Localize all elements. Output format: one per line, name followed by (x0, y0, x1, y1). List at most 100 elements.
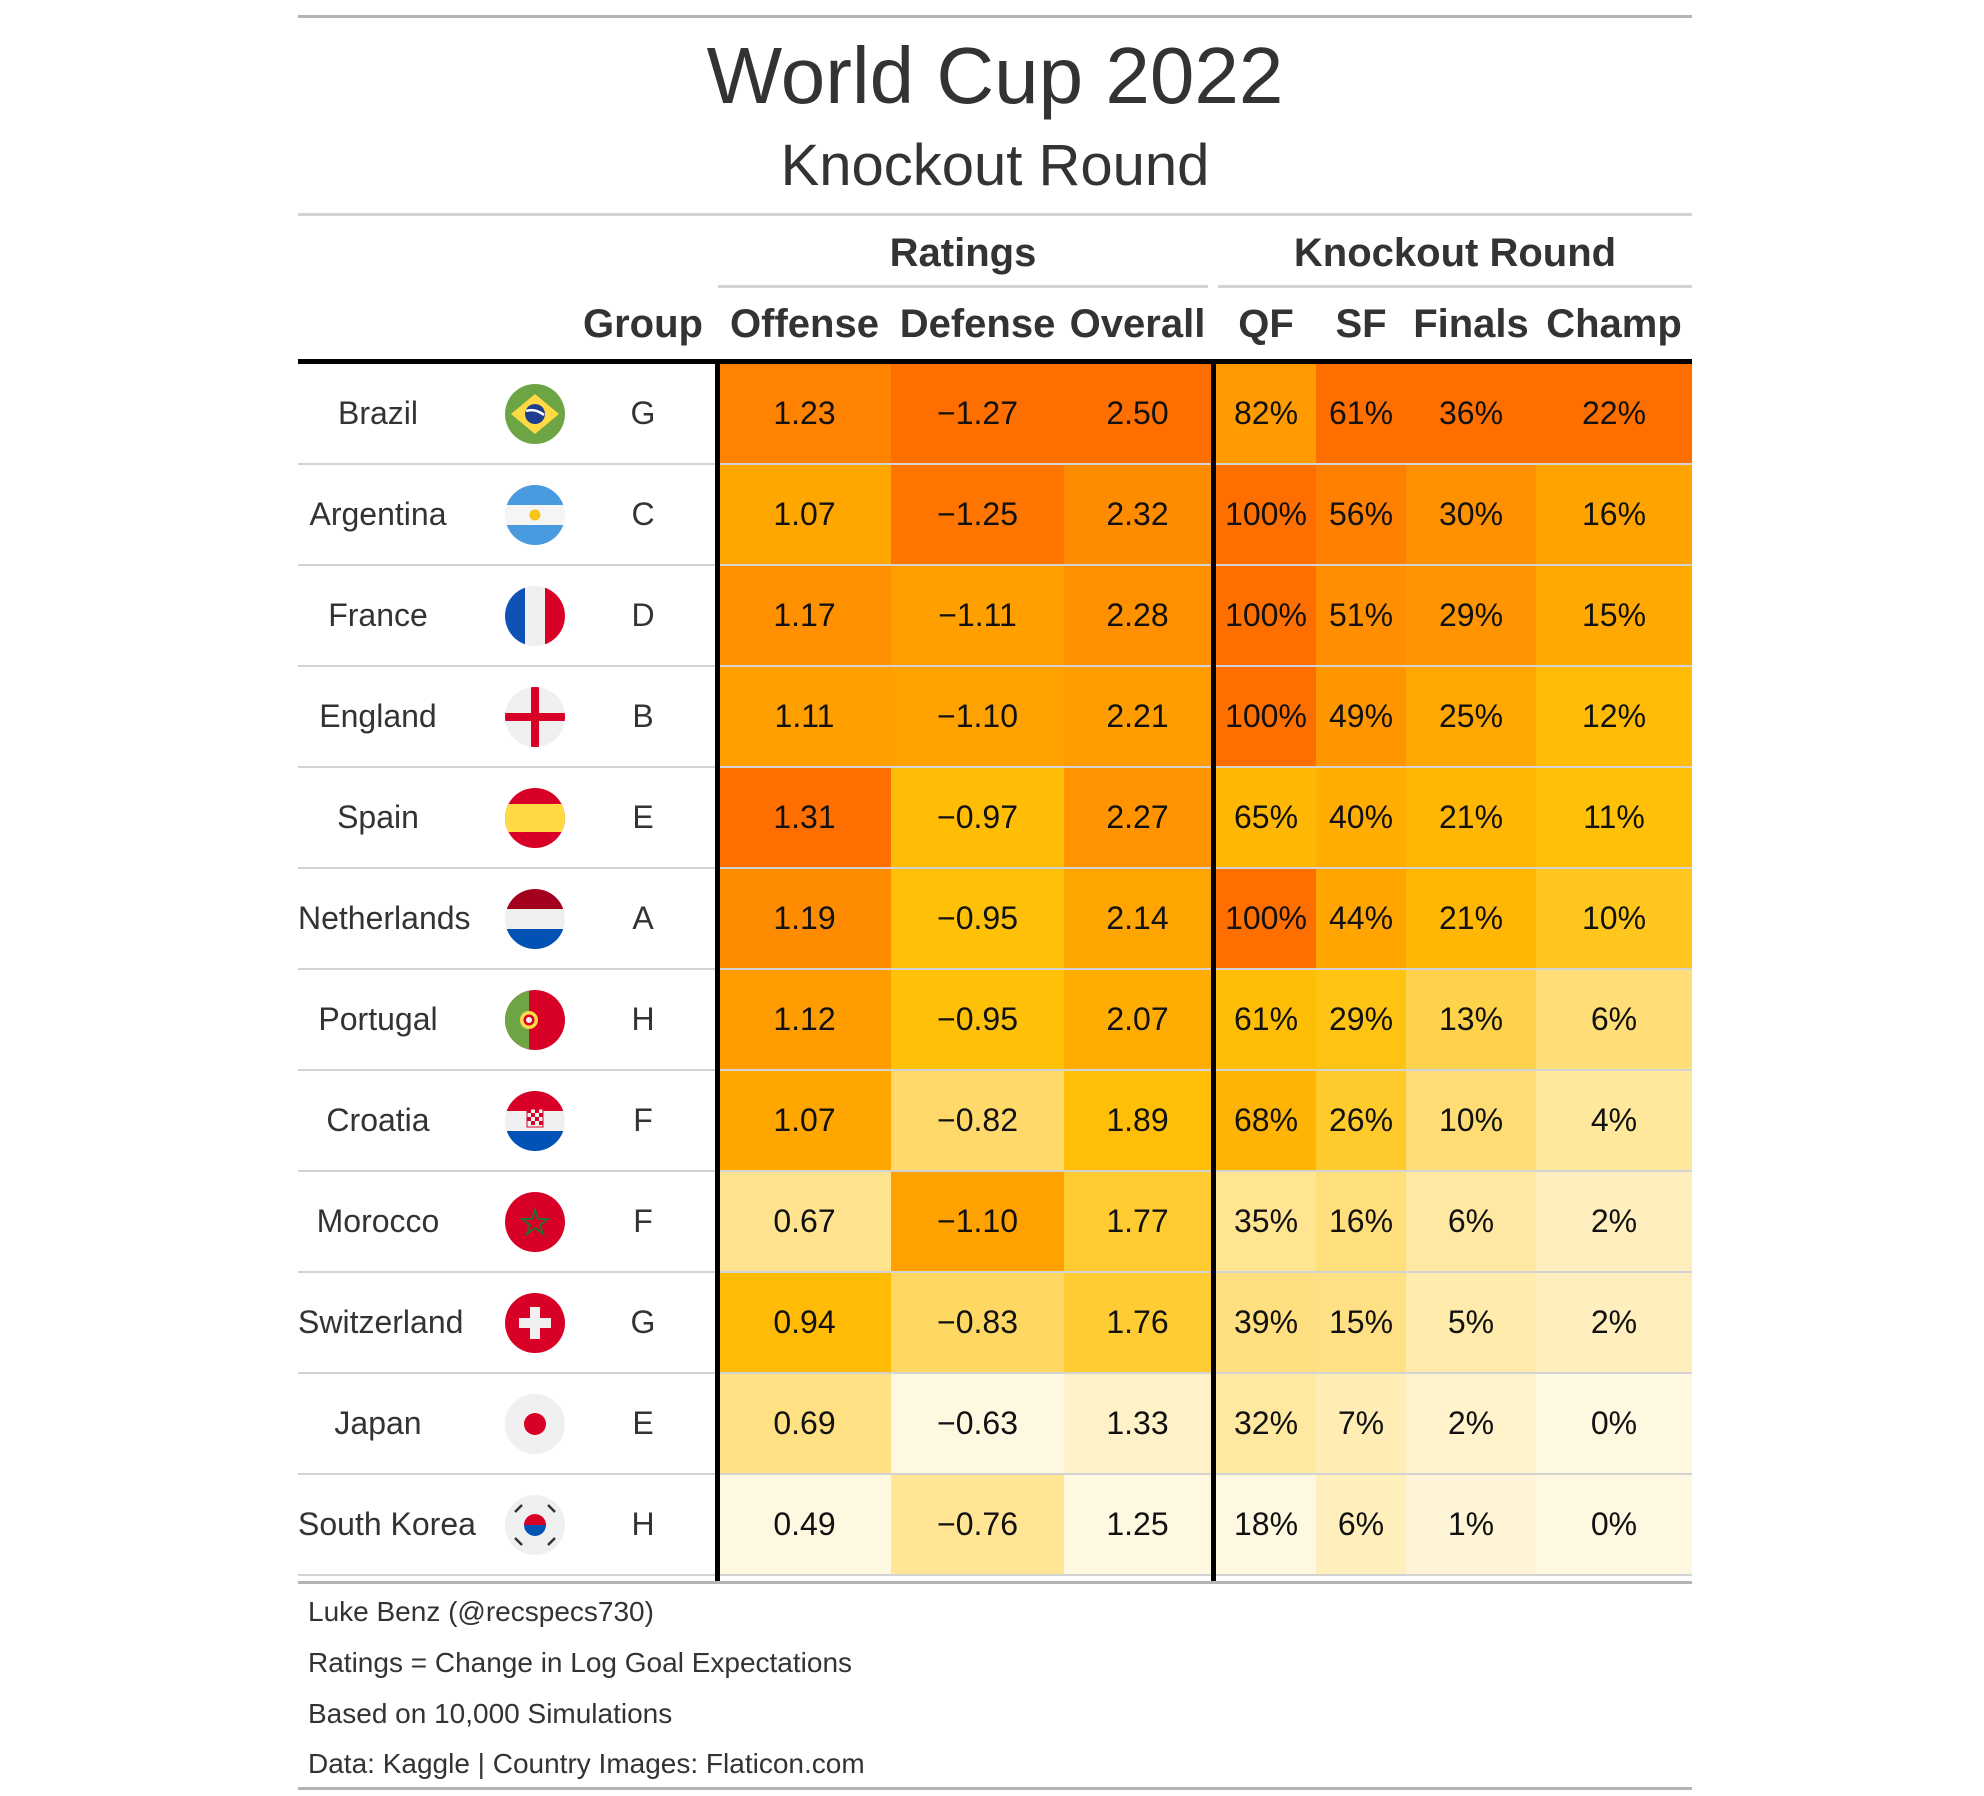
cell-sf: 6% (1316, 1475, 1406, 1574)
team-name: Netherlands (298, 900, 471, 936)
cell-group: C (631, 496, 655, 532)
cell-offense: 1.07 (718, 465, 891, 564)
team-name: Croatia (326, 1102, 430, 1138)
table-title: World Cup 2022 (706, 31, 1284, 120)
team-name: Portugal (318, 1001, 438, 1037)
cell-offense: 1.07 (718, 1071, 891, 1170)
cell-defense: −0.82 (891, 1071, 1064, 1170)
table-row: Spain E 1.31 −0.97 2.27 65% 40% 21% 11% (298, 768, 1692, 869)
japan-flag-icon (505, 1394, 565, 1454)
cell-overall: 1.77 (1064, 1172, 1211, 1271)
cell-sf: 44% (1316, 869, 1406, 968)
column-header-champ: Champ (1546, 302, 1682, 346)
cell-group: A (632, 900, 654, 936)
cell-defense: −1.10 (891, 1172, 1064, 1271)
cell-qf: 65% (1216, 768, 1316, 867)
bottom-rule (298, 1581, 1692, 1584)
cell-defense: −0.95 (891, 970, 1064, 1069)
cell-group: E (632, 1405, 654, 1441)
cell-offense: 1.12 (718, 970, 891, 1069)
cell-finals: 21% (1406, 768, 1536, 867)
cell-overall: 2.27 (1064, 768, 1211, 867)
cell-finals: 5% (1406, 1273, 1536, 1372)
column-header-rule (298, 359, 1692, 364)
croatia-flag-icon (505, 1091, 565, 1151)
cell-group: D (631, 597, 655, 633)
footnote-source: Data: Kaggle | Country Images: Flaticon.… (308, 1748, 865, 1779)
team-name: Switzerland (298, 1304, 464, 1340)
spain-flag-icon (505, 788, 565, 848)
cell-defense: −1.11 (891, 566, 1064, 665)
cell-group: B (632, 698, 654, 734)
table-row: Morocco F 0.67 −1.10 1.77 35% 16% 6% 2% (298, 1172, 1692, 1273)
cell-group: E (632, 799, 654, 835)
cell-offense: 1.23 (718, 364, 891, 463)
header-rule (298, 213, 1692, 216)
cell-sf: 26% (1316, 1071, 1406, 1170)
cell-champ: 0% (1536, 1475, 1692, 1574)
cell-qf: 100% (1216, 566, 1316, 665)
cell-sf: 7% (1316, 1374, 1406, 1473)
cell-overall: 2.50 (1064, 364, 1211, 463)
cell-group: F (633, 1102, 653, 1138)
cell-group: G (630, 1304, 656, 1340)
table-row: England B 1.11 −1.10 2.21 100% 49% 25% 12% (298, 667, 1692, 768)
spanner-knockout-line (1218, 285, 1692, 288)
south-korea-flag-icon (505, 1495, 565, 1555)
table-subtitle: Knockout Round (780, 133, 1210, 198)
team-name: England (319, 698, 437, 734)
column-header-finals: Finals (1413, 302, 1529, 346)
column-header-defense: Defense (899, 302, 1056, 346)
column-header-overall: Overall (1069, 302, 1206, 346)
spanner-ratings: Ratings (889, 231, 1037, 275)
table-row: Netherlands A 1.19 −0.95 2.14 100% 44% 21% 10% (298, 869, 1692, 970)
table-row: Brazil G 1.23 −1.27 2.50 82% 61% 36% 22% (298, 364, 1692, 465)
cell-defense: −1.25 (891, 465, 1064, 564)
cell-finals: 2% (1406, 1374, 1536, 1473)
cell-champ: 6% (1536, 970, 1692, 1069)
footnote-author: Luke Benz (@recspecs730) (308, 1596, 654, 1627)
cell-finals: 13% (1406, 970, 1536, 1069)
team-name: South Korea (298, 1506, 476, 1542)
cell-sf: 16% (1316, 1172, 1406, 1271)
spanner-knockout: Knockout Round (1293, 231, 1617, 275)
cell-group: H (631, 1001, 655, 1037)
cell-offense: 1.11 (718, 667, 891, 766)
argentina-flag-icon (505, 485, 565, 545)
cell-finals: 21% (1406, 869, 1536, 968)
cell-qf: 39% (1216, 1273, 1316, 1372)
cell-champ: 2% (1536, 1172, 1692, 1271)
cell-overall: 1.76 (1064, 1273, 1211, 1372)
table-row: South Korea H 0.49 −0.76 1.25 18% 6% 1% 0% (298, 1475, 1692, 1576)
cell-offense: 1.19 (718, 869, 891, 968)
cell-defense: −1.10 (891, 667, 1064, 766)
cell-qf: 32% (1216, 1374, 1316, 1473)
team-name: Brazil (337, 395, 418, 431)
cell-sf: 56% (1316, 465, 1406, 564)
column-header-group: Group (583, 302, 703, 346)
table-row: Croatia F 1.07 −0.82 1.89 68% 26% 10% 4% (298, 1071, 1692, 1172)
cell-offense: 0.94 (718, 1273, 891, 1372)
cell-overall: 1.33 (1064, 1374, 1211, 1473)
cell-qf: 82% (1216, 364, 1316, 463)
top-rule (298, 15, 1692, 18)
cell-qf: 68% (1216, 1071, 1316, 1170)
cell-champ: 10% (1536, 869, 1692, 968)
cell-overall: 2.28 (1064, 566, 1211, 665)
cell-defense: −0.63 (891, 1374, 1064, 1473)
cell-defense: −0.83 (891, 1273, 1064, 1372)
team-name: Morocco (316, 1203, 440, 1239)
cell-champ: 11% (1536, 768, 1692, 867)
cell-finals: 6% (1406, 1172, 1536, 1271)
cell-group: H (631, 1506, 655, 1542)
cell-offense: 0.69 (718, 1374, 891, 1473)
cell-champ: 12% (1536, 667, 1692, 766)
cell-qf: 100% (1216, 465, 1316, 564)
cell-finals: 29% (1406, 566, 1536, 665)
column-header-offense: Offense (730, 302, 879, 346)
cell-sf: 51% (1316, 566, 1406, 665)
cell-group: F (633, 1203, 653, 1239)
column-header-qf: QF (1238, 302, 1294, 346)
cell-overall: 2.21 (1064, 667, 1211, 766)
cell-qf: 35% (1216, 1172, 1316, 1271)
